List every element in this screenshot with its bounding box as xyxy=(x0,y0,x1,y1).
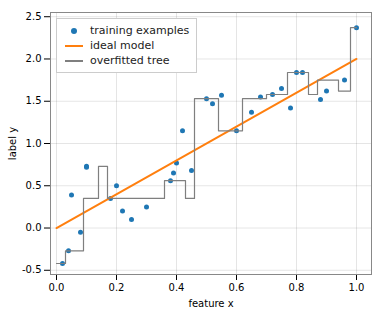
svg-text:0.2: 0.2 xyxy=(109,282,125,293)
html-text:ideal model: ideal model xyxy=(90,39,155,52)
svg-text:0.0: 0.0 xyxy=(49,282,65,293)
svg-text:0.6: 0.6 xyxy=(229,282,245,293)
html-text:training examples: training examples xyxy=(90,24,190,37)
svg-text:1.0: 1.0 xyxy=(26,138,42,149)
svg-text:0.5: 0.5 xyxy=(26,180,42,191)
svg-text:label y: label y xyxy=(7,127,18,160)
svg-text:2.5: 2.5 xyxy=(26,11,42,22)
svg-text:1.5: 1.5 xyxy=(26,95,42,106)
svg-text:0.8: 0.8 xyxy=(289,282,305,293)
html-text:overfitted tree: overfitted tree xyxy=(90,54,170,67)
svg-text:feature x: feature x xyxy=(188,298,233,309)
svg-text:0.4: 0.4 xyxy=(169,282,185,293)
svg-text:1.0: 1.0 xyxy=(349,282,365,293)
svg-text:0.0: 0.0 xyxy=(26,222,42,233)
svg-text:2.0: 2.0 xyxy=(26,53,42,64)
svg-text:-0.5: -0.5 xyxy=(22,264,42,275)
